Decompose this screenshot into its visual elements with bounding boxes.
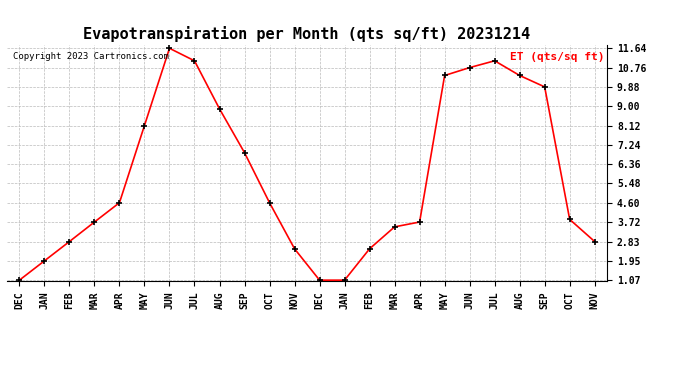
Text: ET (qts/sq ft): ET (qts/sq ft) bbox=[510, 52, 604, 62]
Title: Evapotranspiration per Month (qts sq/ft) 20231214: Evapotranspiration per Month (qts sq/ft)… bbox=[83, 27, 531, 42]
Text: Copyright 2023 Cartronics.com: Copyright 2023 Cartronics.com bbox=[13, 52, 169, 61]
